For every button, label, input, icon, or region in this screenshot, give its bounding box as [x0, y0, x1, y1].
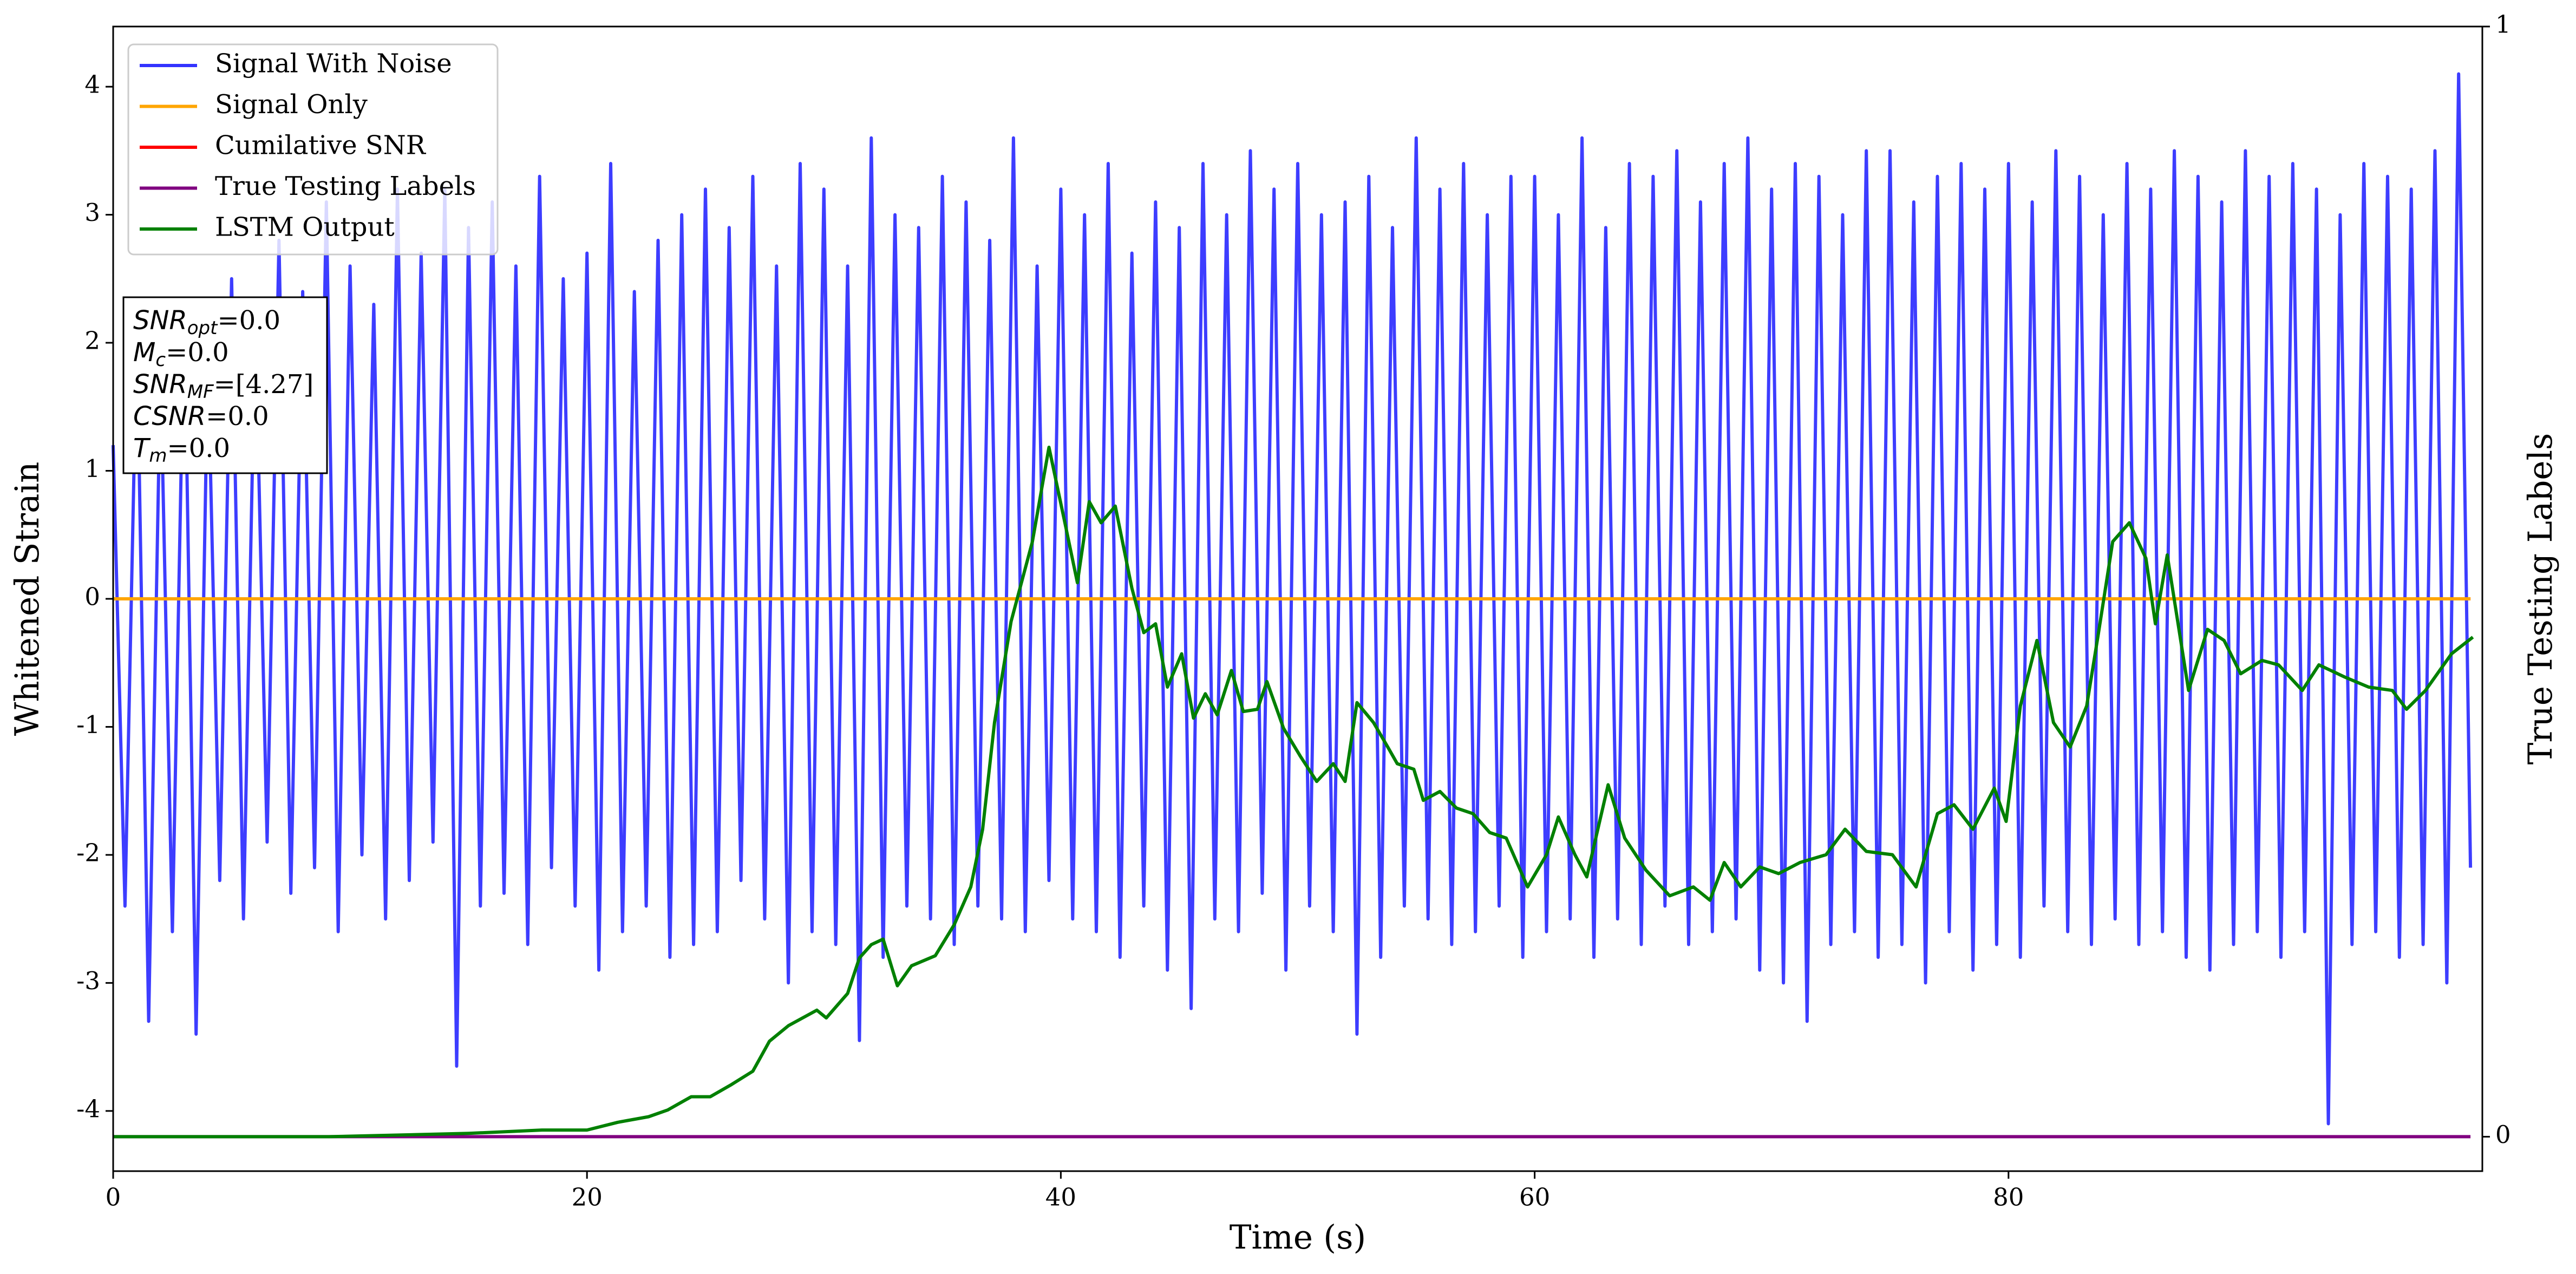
y2-axis-label: True Testing Labels [2521, 433, 2560, 765]
annotation-subscript: c [155, 349, 166, 371]
legend: Signal With Noise Signal Only Cumilative S… [140, 49, 476, 243]
legend-label: Signal Only [215, 89, 368, 120]
y-tick-label: 3 [84, 198, 100, 227]
y-axis-label: Whitened Strain [8, 462, 47, 736]
annotation: SNRopt=0.0Mc=0.0SNRMF=[4.27]CSNR=0.0Tm=0… [133, 305, 313, 467]
annotation-value: =[4.27] [214, 369, 314, 400]
x-tick-label: 80 [1993, 1183, 2024, 1212]
plot-area [112, 72, 2474, 1139]
x-tick-label: 40 [1045, 1183, 1076, 1212]
x-tick-label: 0 [106, 1183, 121, 1212]
annotation-symbol: CSNR [133, 401, 206, 432]
annotation-subscript: m [149, 445, 167, 467]
annotation-box [122, 296, 328, 474]
annotation-line: Mc=0.0 [133, 337, 229, 371]
y2-tick-label: 0 [2495, 1120, 2511, 1149]
y-tick-label: -4 [76, 1094, 100, 1123]
annotation-value: =0.0 [167, 433, 230, 463]
x-axis-label: Time (s) [1230, 1218, 1366, 1257]
x-tick-label: 20 [572, 1183, 603, 1212]
y-tick-label: -2 [76, 838, 100, 867]
annotation-subscript: opt [187, 317, 218, 339]
legend-label: Signal With Noise [215, 49, 452, 79]
annotation-symbol: SNR [133, 305, 187, 336]
annotation-value: =0.0 [206, 401, 269, 432]
x-tick-label: 60 [1519, 1183, 1550, 1212]
y-tick-label: 1 [84, 454, 100, 483]
y-tick-label: -1 [76, 710, 100, 739]
y-tick-label: -3 [76, 966, 100, 995]
annotation-symbol: T [133, 433, 151, 463]
y-tick-label: 4 [84, 70, 100, 99]
annotation-line: SNRMF=[4.27] [133, 369, 313, 403]
annotation-value: =0.0 [166, 337, 229, 368]
legend-label: Cumilative SNR [215, 130, 427, 161]
series-line [112, 72, 2473, 1126]
annotation-symbol: M [133, 337, 155, 368]
legend-label: LSTM Output [215, 212, 395, 243]
series-line [113, 446, 2474, 1139]
y2-tick-label: 1 [2495, 10, 2511, 39]
annotation-subscript: MF [187, 381, 214, 403]
annotation-value: =0.0 [217, 305, 280, 336]
legend-box [127, 43, 499, 256]
y-tick-label: 0 [84, 583, 100, 611]
annotation-line: Tm=0.0 [133, 433, 230, 467]
annotation-line: SNRopt=0.0 [133, 305, 280, 339]
y-tick-label: 2 [84, 326, 100, 355]
legend-label: True Testing Labels [215, 171, 476, 201]
annotation-symbol: SNR [133, 369, 187, 400]
annotation-line: CSNR=0.0 [133, 401, 269, 432]
